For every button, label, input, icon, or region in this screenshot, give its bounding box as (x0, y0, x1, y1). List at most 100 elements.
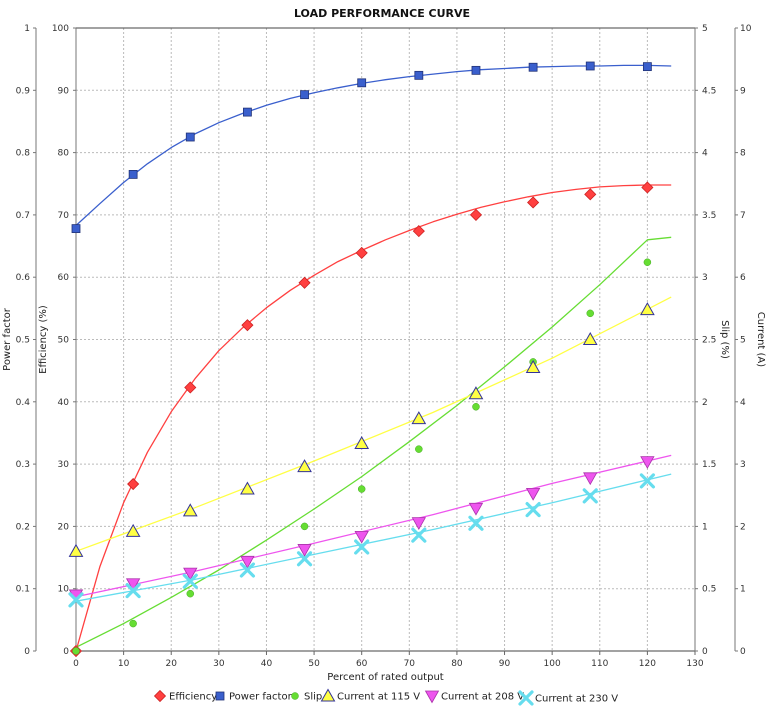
slip-point (129, 619, 137, 628)
power-factor-point (128, 170, 138, 179)
slip-markers (72, 258, 652, 655)
slip-point (186, 589, 195, 598)
power-factor-tick-label: 0.6 (16, 273, 31, 283)
chart-title: LOAD PERFORMANCE CURVE (294, 7, 470, 20)
current-at-115-v-point (640, 302, 655, 316)
legend-swatch-current-at-208-v (424, 690, 440, 704)
slip-point (643, 258, 652, 266)
x-tick-label: 80 (451, 659, 463, 669)
x-tick-label: 90 (499, 659, 511, 669)
legend: Efficiency Power factor Slip Current at 115… (153, 688, 618, 706)
current-at-208-v-point (525, 487, 541, 501)
slip-tick-label: 4.5 (702, 86, 716, 96)
current-tick-label: 8 (740, 149, 746, 159)
power-factor-tick-label: 0.4 (16, 398, 31, 408)
efficiency-tick-label: 60 (58, 273, 70, 283)
current-at-115-v-point (68, 543, 84, 557)
current-at-230-v-point (239, 562, 256, 578)
current-at-230-v-point (582, 488, 598, 504)
efficiency-fit-line (75, 184, 672, 652)
current-tick-label: 1 (740, 585, 746, 595)
current-at-230-v-point (525, 501, 541, 518)
power-factor-tick-label: 0.2 (16, 522, 30, 532)
current-tick-label: 6 (740, 273, 746, 283)
slip-fit-line (75, 236, 672, 648)
efficiency-point (298, 276, 311, 289)
x-axis-title: Percent of rated output (327, 672, 444, 683)
slip-tick-label: 0 (702, 647, 708, 657)
efficiency-point (412, 225, 425, 238)
current-at-208-v-fit-line (75, 454, 672, 598)
slip-point (472, 403, 480, 411)
legend-item-efficiency: Efficiency (153, 689, 217, 703)
slip-point (357, 485, 366, 493)
slip-point (72, 647, 80, 655)
slip-tick-label: 3 (702, 273, 708, 283)
efficiency-tick-label: 30 (58, 460, 70, 470)
power-factor-point (300, 90, 309, 100)
legend-swatch-slip (291, 692, 299, 700)
x-tick-label: 50 (308, 659, 320, 669)
slip-point (586, 309, 594, 318)
current-at-115-v-point (582, 331, 598, 345)
current-at-208-v-markers (68, 456, 655, 603)
power-factor-point (642, 62, 652, 72)
current-at-208-v-point (640, 456, 655, 469)
current-at-115-v-point (297, 459, 312, 473)
efficiency-point (469, 208, 483, 221)
legend-label-current-at-208-v: Current at 208 V (441, 692, 524, 703)
current-at-230-v-point (296, 551, 313, 567)
current-at-230-v-markers (68, 473, 655, 608)
current-at-208-v-point (297, 544, 312, 557)
legend-swatch-current-at-115-v (320, 688, 336, 702)
legend-label-efficiency: Efficiency (169, 692, 217, 703)
current-at-208-v-point (183, 567, 198, 581)
efficiency-point (241, 319, 254, 332)
current-at-115-v-point (525, 360, 541, 374)
legend-swatch-current-at-230-v (518, 690, 534, 706)
legend-label-slip: Slip (304, 692, 322, 703)
power-factor-tick-label: 0.7 (16, 211, 30, 221)
current-at-115-v-point (411, 411, 427, 425)
slip-tick-label: 0.5 (702, 585, 716, 595)
x-tick-label: 20 (166, 659, 178, 669)
legend-item-slip: Slip (291, 692, 322, 703)
power-factor-markers (71, 61, 652, 234)
legend-item-current-at-208-v: Current at 208 V (424, 690, 524, 704)
current-tick-label: 3 (740, 460, 746, 470)
current-tick-label: 0 (740, 647, 746, 657)
current-at-115-v-point (468, 386, 484, 400)
power-factor-tick-label: 0.5 (16, 336, 30, 346)
x-tick-label: 10 (118, 659, 130, 669)
current-at-230-v-point (354, 539, 370, 555)
slip-tick-label: 4 (702, 149, 708, 159)
power-factor-point (357, 78, 367, 88)
x-tick-label: 0 (73, 659, 79, 669)
efficiency-tick-label: 80 (58, 149, 70, 159)
power-factor-axis-title: Power factor (2, 307, 13, 371)
legend-label-power-factor: Power factor (229, 692, 293, 703)
efficiency-axis-title: Efficiency (%) (38, 305, 49, 374)
power-factor-tick-label: 1 (24, 24, 30, 34)
power-factor-tick-label: 0 (24, 647, 30, 657)
power-factor-tick-label: 0.3 (16, 460, 30, 470)
x-tick-label: 40 (261, 659, 273, 669)
legend-label-current-at-230-v: Current at 230 V (535, 694, 618, 705)
markers-layer (68, 61, 655, 658)
power-factor-point (71, 224, 81, 234)
efficiency-tick-label: 100 (52, 24, 69, 34)
current-at-230-v-fit-line (75, 473, 672, 602)
current-tick-label: 10 (740, 24, 752, 34)
current-at-230-v-point (411, 527, 427, 543)
efficiency-tick-label: 70 (58, 211, 70, 221)
slip-tick-label: 2.5 (702, 336, 716, 346)
legend-item-power-factor: Power factor (215, 692, 293, 703)
x-tick-label: 110 (591, 659, 608, 669)
power-factor-point (185, 132, 195, 142)
current-at-208-v-point (125, 578, 141, 592)
efficiency-point (127, 477, 140, 491)
current-at-230-v-point (468, 515, 484, 531)
